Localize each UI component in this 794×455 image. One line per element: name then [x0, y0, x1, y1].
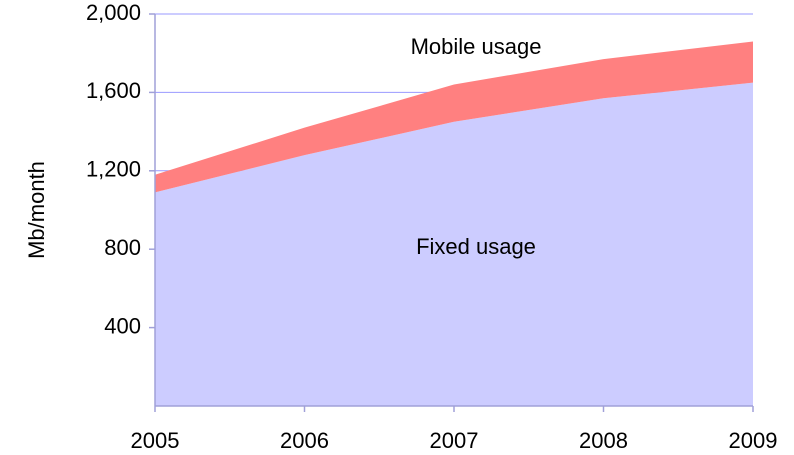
x-tick-label: 2005: [131, 428, 180, 453]
y-tick-label: 2,000: [86, 0, 141, 25]
x-tick-label: 2007: [430, 428, 479, 453]
x-tick-label: 2008: [579, 428, 628, 453]
area: [155, 82, 753, 406]
x-tick-label: 2009: [729, 428, 778, 453]
y-tick-label: 400: [104, 313, 141, 338]
series-label: Fixed usage: [416, 234, 536, 259]
area: [155, 41, 753, 193]
y-tick-label: 1,600: [86, 78, 141, 103]
y-axis-label: Mb/month: [24, 161, 49, 259]
y-tick-label: 1,200: [86, 157, 141, 182]
y-tick-label: 800: [104, 235, 141, 260]
series-label: Mobile usage: [411, 34, 542, 59]
x-tick-label: 2006: [280, 428, 329, 453]
